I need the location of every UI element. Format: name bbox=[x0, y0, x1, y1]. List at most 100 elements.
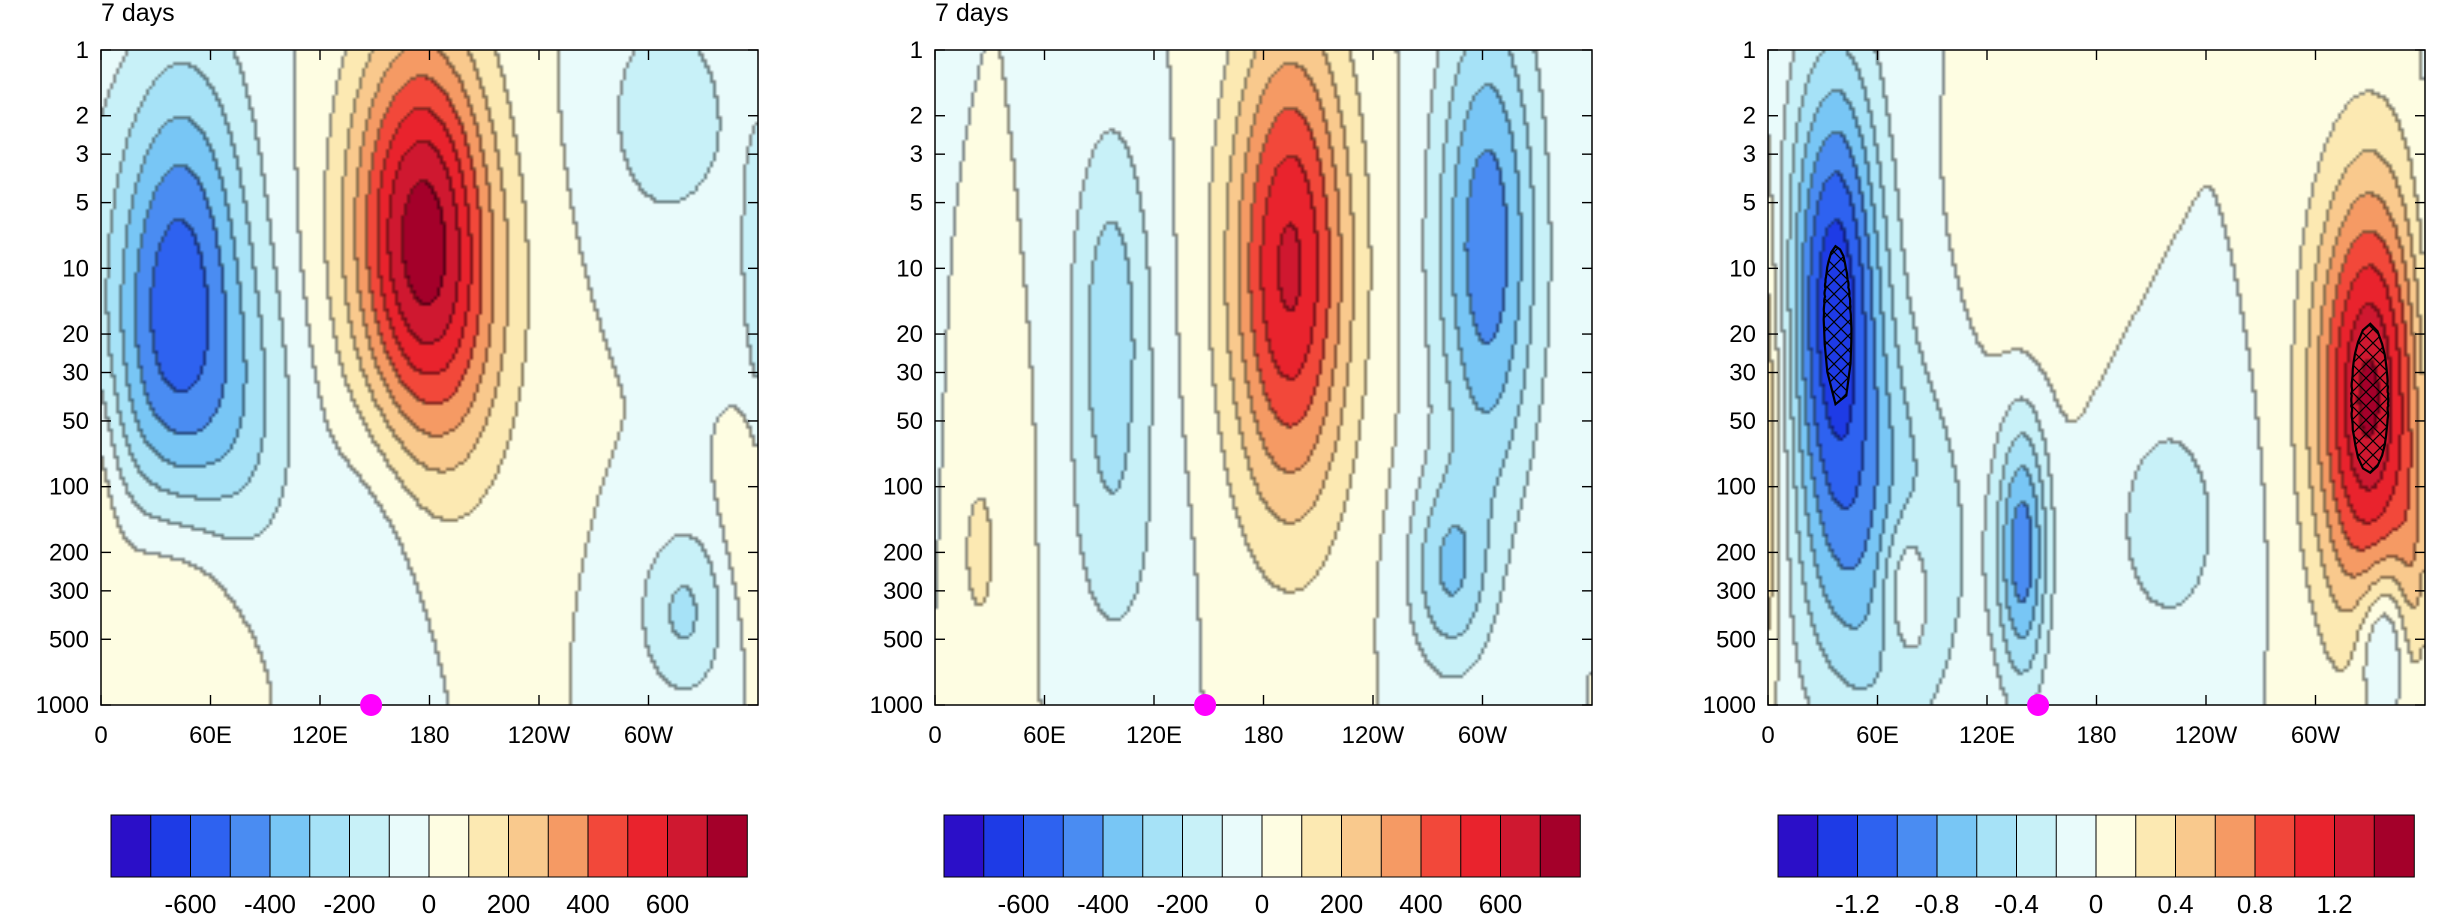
colorbar-label: -0.8 bbox=[1915, 889, 1960, 917]
y-tick-label: 1 bbox=[1743, 37, 1756, 64]
y-tick-label: 1 bbox=[76, 37, 89, 64]
x-tick-label: 0 bbox=[928, 722, 941, 749]
colorbar-bin bbox=[1062, 814, 1104, 878]
x-tick-label: 60W bbox=[624, 722, 674, 749]
panel-1-title: 7 days bbox=[101, 0, 175, 27]
y-tick-label: 500 bbox=[883, 626, 923, 653]
x-tick-label: 60E bbox=[1023, 722, 1066, 749]
x-tick-label: 120W bbox=[2175, 722, 2238, 749]
colorbar-bin bbox=[943, 814, 985, 878]
colorbar-bin bbox=[587, 814, 629, 878]
colorbar-label: -200 bbox=[323, 889, 375, 917]
colorbar-bin bbox=[2135, 814, 2177, 878]
x-tick-label: 60W bbox=[2291, 722, 2341, 749]
colorbar-bin bbox=[1777, 814, 1819, 878]
y-tick-label: 5 bbox=[76, 190, 89, 217]
panel-2-title: 7 days bbox=[935, 0, 1009, 27]
y-tick-label: 10 bbox=[896, 255, 923, 282]
y-tick-label: 10 bbox=[1729, 255, 1756, 282]
panel-3-contour-field bbox=[1768, 50, 2425, 705]
colorbar-bin bbox=[1976, 814, 2018, 878]
x-tick-label: 120E bbox=[292, 722, 348, 749]
y-tick-label: 50 bbox=[896, 408, 923, 435]
y-tick-label: 20 bbox=[62, 321, 89, 348]
y-tick-label: 2 bbox=[910, 103, 923, 130]
colorbar-label: 600 bbox=[646, 889, 689, 917]
colorbar-bin bbox=[1500, 814, 1542, 878]
significance-region bbox=[1822, 244, 1853, 407]
x-tick-label: 120E bbox=[1959, 722, 2015, 749]
colorbar-label: -600 bbox=[164, 889, 216, 917]
y-tick-label: 300 bbox=[49, 578, 89, 605]
colorbar-bin bbox=[1896, 814, 1938, 878]
colorbar-bin bbox=[2175, 814, 2217, 878]
panel-1-colorbar: -600 -400 -200 0 200 400 600 bbox=[110, 814, 748, 917]
colorbar-bin bbox=[1341, 814, 1383, 878]
x-tick-label: 180 bbox=[409, 722, 449, 749]
panel-2-colorbar: -600 -400 -200 0 200 400 600 bbox=[943, 814, 1581, 917]
panel-1-contour-field bbox=[101, 50, 758, 705]
y-tick-label: 100 bbox=[883, 474, 923, 501]
colorbar-bin bbox=[2254, 814, 2296, 878]
colorbar-bin bbox=[2055, 814, 2097, 878]
colorbar-label: 200 bbox=[1320, 889, 1363, 917]
panel-2-location-marker bbox=[1194, 694, 1217, 716]
y-tick-label: 300 bbox=[883, 578, 923, 605]
colorbar-label: -400 bbox=[244, 889, 296, 917]
y-tick-label: 1 bbox=[910, 37, 923, 64]
y-tick-label: 3 bbox=[910, 141, 923, 168]
colorbar-bin bbox=[1142, 814, 1184, 878]
y-tick-label: 5 bbox=[910, 190, 923, 217]
y-tick-label: 200 bbox=[49, 539, 89, 566]
colorbar-label: 0.4 bbox=[2157, 889, 2193, 917]
x-tick-label: 180 bbox=[1243, 722, 1283, 749]
y-tick-label: 50 bbox=[62, 408, 89, 435]
colorbar-label: 400 bbox=[1399, 889, 1442, 917]
y-tick-label: 10 bbox=[62, 255, 89, 282]
colorbar-bin bbox=[190, 814, 232, 878]
colorbar-label: -1.2 bbox=[1835, 889, 1880, 917]
colorbar-bin bbox=[1301, 814, 1343, 878]
x-tick-label: 0 bbox=[1761, 722, 1774, 749]
x-tick-label: 0 bbox=[94, 722, 107, 749]
colorbar-label: 400 bbox=[566, 889, 609, 917]
panel-3-location-marker bbox=[2027, 694, 2050, 716]
colorbar-label: 0.8 bbox=[2237, 889, 2273, 917]
colorbar-bin bbox=[2095, 814, 2137, 878]
y-tick-label: 20 bbox=[1729, 321, 1756, 348]
colorbar-bin bbox=[388, 814, 430, 878]
panel-3-colorbar: -1.2 -0.8 -0.4 0 0.4 0.8 1.2 bbox=[1777, 814, 2415, 917]
y-tick-label: 100 bbox=[49, 474, 89, 501]
colorbar-bin bbox=[349, 814, 391, 878]
significance-region bbox=[2350, 322, 2390, 475]
y-tick-label: 1000 bbox=[870, 692, 923, 719]
colorbar-bin bbox=[309, 814, 351, 878]
colorbar-bin bbox=[2214, 814, 2256, 878]
colorbar-bin bbox=[1182, 814, 1224, 878]
colorbar-bin bbox=[1102, 814, 1144, 878]
x-tick-label: 120W bbox=[1342, 722, 1405, 749]
colorbar-bin bbox=[547, 814, 589, 878]
colorbar-bin bbox=[1936, 814, 1978, 878]
colorbar-label: -200 bbox=[1156, 889, 1208, 917]
colorbar-bin bbox=[1221, 814, 1263, 878]
colorbar-bin bbox=[706, 814, 748, 878]
x-tick-label: 60E bbox=[1856, 722, 1899, 749]
colorbar-label: 0 bbox=[1255, 889, 1269, 917]
colorbar-bin bbox=[428, 814, 470, 878]
y-tick-label: 200 bbox=[1716, 539, 1756, 566]
y-tick-label: 200 bbox=[883, 539, 923, 566]
panel-3-significance-hatch bbox=[1822, 244, 2390, 475]
colorbar-label: -600 bbox=[997, 889, 1049, 917]
y-tick-label: 30 bbox=[896, 360, 923, 387]
colorbar-bin bbox=[150, 814, 192, 878]
y-tick-label: 2 bbox=[76, 103, 89, 130]
colorbar-label: 600 bbox=[1479, 889, 1522, 917]
colorbar-bin bbox=[983, 814, 1025, 878]
y-tick-label: 30 bbox=[1729, 360, 1756, 387]
y-tick-label: 30 bbox=[62, 360, 89, 387]
colorbar-label: 0 bbox=[2089, 889, 2103, 917]
